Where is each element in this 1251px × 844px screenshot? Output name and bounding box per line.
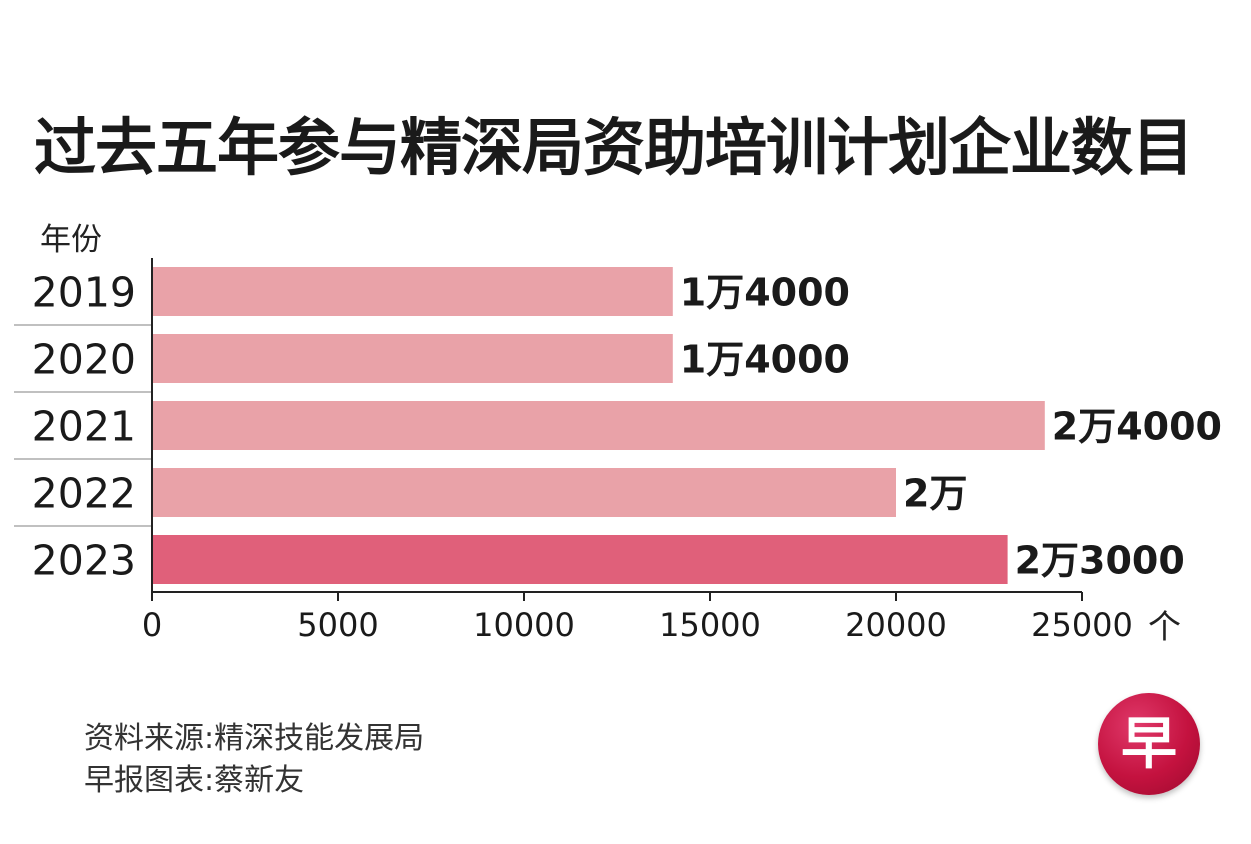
source-text: 资料来源:精深技能发展局 [84, 721, 425, 756]
bar-2020 [152, 334, 673, 383]
bar-2019 [152, 267, 673, 316]
source-credits: 资料来源:精深技能发展局 早报图表:蔡新友 [84, 718, 424, 802]
category-label: 2019 [32, 269, 136, 317]
credit-text: 早报图表:蔡新友 [84, 763, 305, 798]
y-axis-label: 年份 [40, 222, 102, 258]
x-tick-label: 0 [142, 606, 162, 644]
bar-2023 [152, 535, 1008, 584]
bar-value-label: 1万4000 [680, 338, 850, 382]
zaobao-logo-icon: 早 [1098, 693, 1200, 795]
x-tick-label: 5000 [297, 606, 378, 644]
x-tick-label: 20000 [845, 606, 947, 644]
x-tick-label: 25000 [1031, 606, 1133, 644]
category-label: 2022 [32, 470, 136, 518]
category-label: 2020 [32, 336, 136, 384]
zaobao-logo-glyph: 早 [1121, 712, 1177, 777]
bar-value-label: 2万 [903, 472, 967, 516]
bar-value-label: 1万4000 [680, 271, 850, 315]
bar-chart: 年份 1万4000 1万4000 2万4000 2万 2万3000 2019 2020 20… [14, 222, 1222, 646]
x-axis-unit: 个 [1148, 607, 1181, 646]
bar-2022 [152, 468, 896, 517]
bar-value-label: 2万4000 [1052, 405, 1222, 449]
x-tick-label: 15000 [659, 606, 761, 644]
x-tick-label: 10000 [473, 606, 575, 644]
bar-2021 [152, 401, 1045, 450]
category-label: 2021 [32, 403, 136, 451]
logo-text: 早 [1121, 712, 1177, 777]
bar-value-label: 2万3000 [1015, 539, 1185, 583]
chart-title: 过去五年参与精深局资助培训计划企业数目 [34, 111, 1194, 184]
category-label: 2023 [32, 537, 136, 585]
